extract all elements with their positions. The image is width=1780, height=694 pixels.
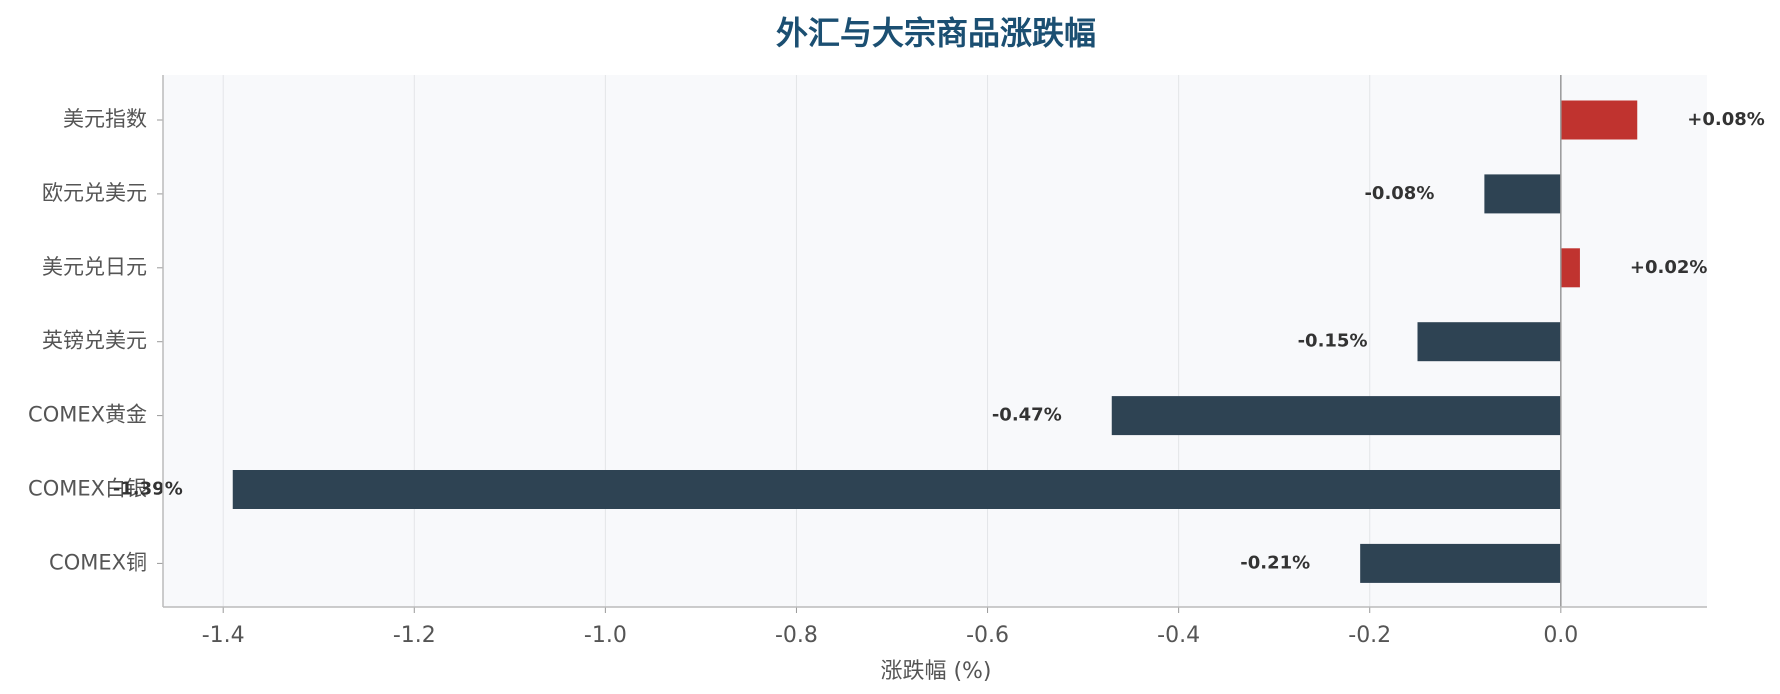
value-label: +0.02% bbox=[1630, 257, 1708, 278]
y-tick-label: 英镑兑美元 bbox=[42, 329, 147, 353]
x-tick-label: -0.8 bbox=[775, 623, 818, 648]
value-label: -0.47% bbox=[992, 405, 1062, 426]
bar bbox=[232, 470, 1561, 509]
bar bbox=[1484, 174, 1561, 214]
x-tick-label: -1.4 bbox=[202, 623, 245, 648]
x-tick-label: -0.4 bbox=[1157, 623, 1200, 648]
x-tick-label: 0.0 bbox=[1543, 623, 1578, 648]
x-tick-label: -1.0 bbox=[584, 623, 627, 648]
y-tick-label: COMEX铜 bbox=[49, 550, 147, 574]
x-tick-label: -1.2 bbox=[393, 623, 436, 648]
chart-title: 外汇与大宗商品涨跌幅 bbox=[776, 14, 1096, 52]
y-tick-label: 美元兑日元 bbox=[42, 255, 147, 279]
y-tick-label: COMEX白银 bbox=[28, 477, 147, 501]
value-label: -0.21% bbox=[1240, 552, 1310, 573]
value-label: +0.08% bbox=[1687, 109, 1765, 130]
y-tick-label: 美元指数 bbox=[63, 107, 147, 131]
x-tick-label: -0.6 bbox=[966, 623, 1009, 648]
y-tick-label: 欧元兑美元 bbox=[42, 181, 147, 205]
value-label: -0.15% bbox=[1298, 331, 1368, 352]
x-tick-label: -0.2 bbox=[1348, 623, 1391, 648]
x-axis-label: 涨跌幅 (%) bbox=[880, 659, 991, 684]
y-tick-label: COMEX黄金 bbox=[28, 403, 147, 427]
bar bbox=[1560, 248, 1580, 288]
value-label: -0.08% bbox=[1364, 183, 1434, 204]
bar bbox=[1360, 543, 1561, 583]
bar bbox=[1417, 322, 1561, 362]
value-label: -1.39% bbox=[113, 479, 183, 500]
bar bbox=[1560, 100, 1638, 140]
bar bbox=[1111, 396, 1561, 436]
